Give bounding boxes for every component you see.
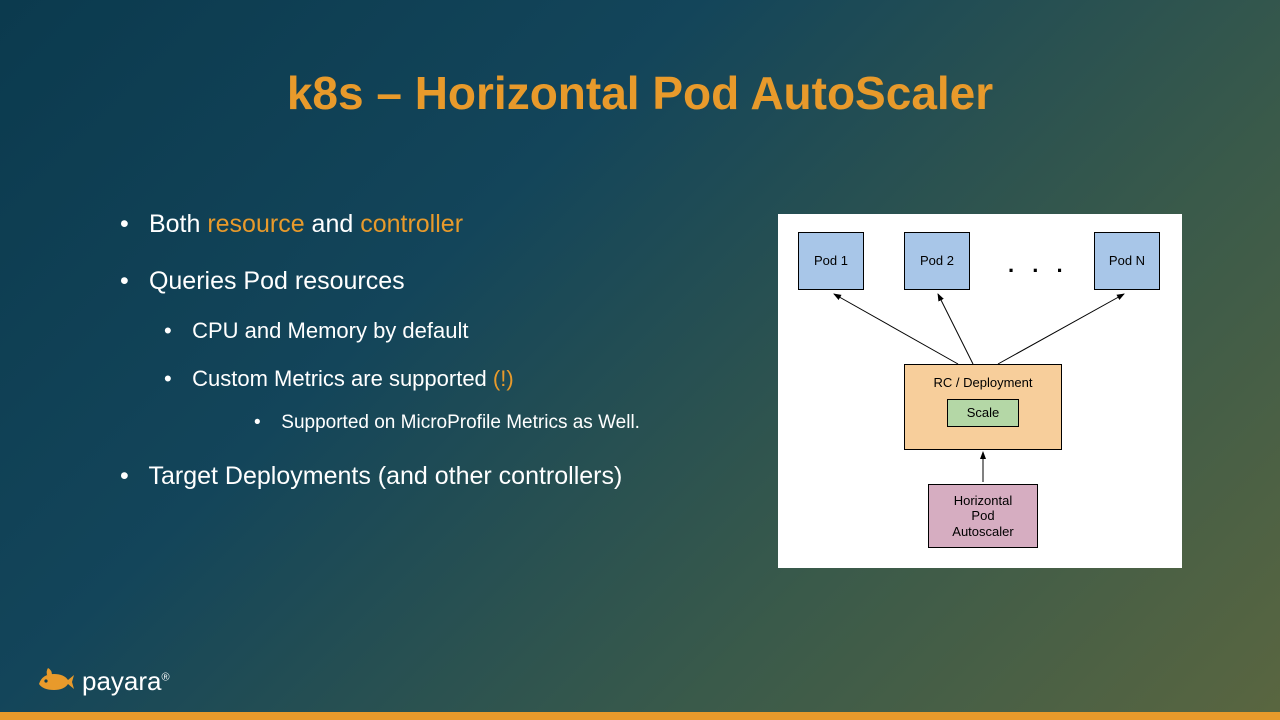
payara-logo: payara® — [36, 664, 170, 698]
bullet-1-pre: Both — [149, 210, 207, 238]
logo-reg: ® — [162, 671, 170, 683]
bullet-1-hl2: controller — [360, 210, 463, 238]
bullet-2b-hl: (!) — [493, 366, 514, 391]
node-hpa: Horizontal Pod Autoscaler — [928, 484, 1038, 548]
bullet-3-text: Target Deployments (and other controller… — [149, 462, 623, 490]
bullet-2b1: Supported on MicroProfile Metrics as Wel… — [254, 412, 740, 434]
node-pod-dots: . . . — [1008, 252, 1069, 278]
bullet-3: Target Deployments (and other controller… — [120, 462, 740, 491]
bullet-1-hl1: resource — [207, 210, 304, 238]
bullet-content: Both resource and controller Queries Pod… — [120, 210, 740, 519]
logo-text: payara® — [82, 666, 170, 697]
bullet-2-text: Queries Pod resources — [149, 267, 405, 295]
bullet-2a: CPU and Memory by default — [164, 318, 740, 344]
bullet-2: Queries Pod resources CPU and Memory by … — [120, 267, 740, 434]
hpa-diagram: Pod 1 Pod 2 . . . Pod N RC / Deployment … — [778, 214, 1182, 568]
diagram-canvas: Pod 1 Pod 2 . . . Pod N RC / Deployment … — [788, 224, 1172, 558]
fish-icon — [36, 664, 76, 698]
bullet-2b1-text: Supported on MicroProfile Metrics as Wel… — [281, 412, 640, 433]
slide-title: k8s – Horizontal Pod AutoScaler — [0, 66, 1280, 120]
rc-label: RC / Deployment — [934, 375, 1033, 391]
slide: k8s – Horizontal Pod AutoScaler Both res… — [0, 0, 1280, 720]
node-rc-deployment: RC / Deployment Scale — [904, 364, 1062, 450]
bullet-2b: Custom Metrics are supported (!) Support… — [164, 366, 740, 434]
bullet-2a-text: CPU and Memory by default — [192, 318, 468, 343]
node-pod-1: Pod 1 — [798, 232, 864, 290]
node-scale: Scale — [947, 399, 1019, 427]
node-pod-n: Pod N — [1094, 232, 1160, 290]
footer-accent-bar — [0, 712, 1280, 720]
node-pod-2: Pod 2 — [904, 232, 970, 290]
bullet-1: Both resource and controller — [120, 210, 740, 239]
bullet-2b-pre: Custom Metrics are supported — [192, 366, 493, 391]
bullet-1-mid: and — [305, 210, 361, 238]
logo-word: payara — [82, 666, 162, 696]
